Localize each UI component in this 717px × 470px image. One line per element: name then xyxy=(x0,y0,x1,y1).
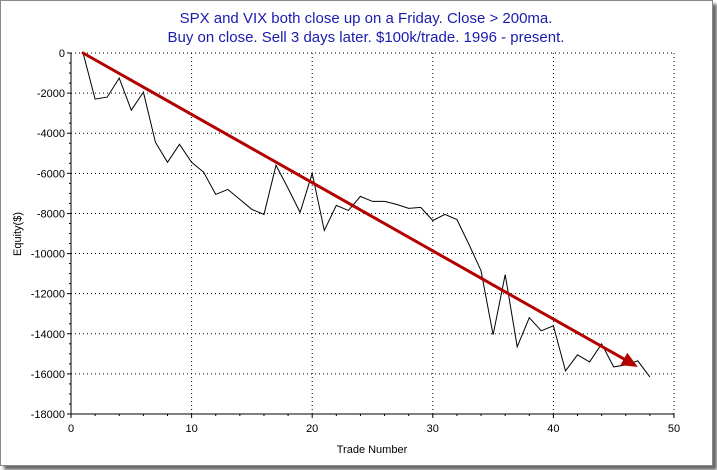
tick-labels: 0 -2000 -4000 -6000 -8000 -10000 -12000 -14000 -… xyxy=(31,48,680,435)
chart-title-line-2: Buy on close. Sell 3 days later. $100k/t… xyxy=(168,29,565,46)
gridlines xyxy=(71,52,675,414)
chart-title-line-1: SPX and VIX both close up on a Friday. C… xyxy=(180,10,553,27)
y-tick-label: -14000 xyxy=(31,329,65,341)
trend-arrow-shaft xyxy=(81,51,626,361)
equity-line xyxy=(82,52,651,378)
trend-arrow xyxy=(81,51,638,367)
y-tick-label: -10000 xyxy=(31,249,65,261)
y-tick-label: 0 xyxy=(59,48,65,60)
x-tick-label: 0 xyxy=(68,423,74,435)
y-tick-label: -4000 xyxy=(37,128,65,140)
x-tick-label: 50 xyxy=(668,423,680,435)
x-tick-label: 10 xyxy=(185,423,197,435)
x-tick-label: 40 xyxy=(547,423,559,435)
y-tick-label: -2000 xyxy=(37,88,65,100)
y-tick-label: -6000 xyxy=(37,168,65,180)
y-axis-label: Equity($) xyxy=(12,212,24,256)
trend-arrow-head xyxy=(620,352,638,367)
y-tick-label: -8000 xyxy=(37,208,65,220)
series-layer xyxy=(82,52,651,378)
axes xyxy=(67,52,675,418)
line-chart: SPX and VIX both close up on a Friday. C… xyxy=(12,10,680,456)
y-tick-label: -16000 xyxy=(31,369,65,381)
x-axis-label: Trade Number xyxy=(337,444,408,456)
x-tick-label: 30 xyxy=(427,423,439,435)
y-tick-label: -12000 xyxy=(31,289,65,301)
x-tick-label: 20 xyxy=(306,423,318,435)
y-tick-label: -18000 xyxy=(31,409,65,421)
